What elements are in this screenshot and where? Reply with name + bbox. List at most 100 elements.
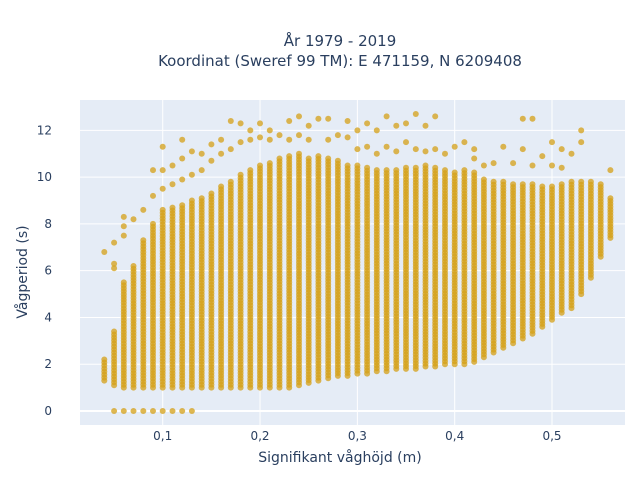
data-point	[266, 160, 273, 167]
y-tick-label: 8	[44, 217, 52, 231]
data-point	[422, 122, 429, 129]
y-tick-label: 2	[44, 357, 52, 371]
data-point	[169, 181, 176, 188]
data-point	[130, 408, 137, 414]
data-point	[373, 167, 380, 174]
data-point	[305, 136, 312, 143]
data-point	[159, 206, 166, 213]
data-point	[334, 132, 341, 139]
data-point	[432, 113, 439, 120]
data-point	[305, 155, 312, 162]
data-point	[159, 408, 166, 414]
x-tick-label: 0,2	[250, 429, 269, 443]
data-point	[344, 162, 351, 169]
data-point	[412, 111, 419, 117]
data-point	[500, 178, 507, 185]
y-axis-title: Vågperiod (s)	[14, 225, 31, 318]
data-point	[150, 220, 156, 227]
x-axis-ticks: 0,1 0,2 0,3 0,4 0,5	[153, 429, 561, 443]
chart-title-line-2: Koordinat (Sweref 99 TM): E 471159, N 62…	[158, 52, 522, 70]
data-point	[227, 118, 234, 124]
data-point	[218, 136, 225, 143]
data-point	[451, 143, 458, 150]
data-point	[179, 155, 186, 162]
data-point	[510, 181, 517, 188]
data-point	[120, 223, 127, 230]
data-point	[519, 146, 526, 153]
data-point	[471, 155, 478, 162]
data-point	[198, 167, 205, 174]
data-point	[208, 141, 215, 148]
data-point	[364, 143, 371, 150]
data-point	[480, 162, 487, 169]
data-point	[354, 162, 361, 169]
data-point	[305, 122, 312, 129]
data-point	[218, 183, 225, 190]
data-point	[549, 162, 555, 169]
data-point	[422, 162, 429, 169]
data-point	[140, 408, 147, 414]
data-point	[140, 206, 147, 213]
data-point	[471, 146, 478, 153]
data-point	[266, 127, 273, 134]
y-axis-ticks: 0 2 4 6 8 10 12	[37, 123, 52, 418]
data-point	[364, 120, 371, 127]
data-point	[266, 136, 273, 143]
data-point	[490, 178, 497, 185]
data-point	[237, 139, 244, 146]
y-tick-label: 6	[44, 264, 52, 278]
data-point	[140, 237, 147, 244]
data-point	[539, 183, 546, 190]
data-point	[237, 171, 244, 178]
data-point	[354, 127, 361, 134]
data-point	[179, 136, 186, 143]
data-point	[480, 176, 487, 183]
data-point	[403, 164, 409, 171]
data-point	[393, 167, 400, 174]
data-point	[500, 143, 507, 150]
data-point	[451, 169, 458, 176]
data-point	[578, 127, 585, 134]
data-point	[568, 150, 575, 157]
data-point	[188, 171, 195, 178]
data-point	[159, 167, 166, 174]
data-point	[247, 167, 254, 174]
x-tick-label: 0,4	[445, 429, 464, 443]
data-point	[111, 239, 118, 246]
data-point	[130, 216, 137, 223]
x-tick-label: 0,5	[542, 429, 561, 443]
data-point	[315, 115, 322, 122]
data-point	[188, 197, 195, 204]
data-point	[208, 190, 215, 197]
y-tick-label: 10	[37, 170, 52, 184]
data-point	[296, 132, 302, 139]
data-point	[383, 113, 390, 120]
data-point	[334, 157, 341, 164]
data-point	[529, 115, 536, 122]
data-point	[442, 167, 448, 174]
data-point	[227, 178, 234, 185]
data-point	[325, 115, 332, 122]
data-point	[519, 181, 526, 188]
data-point	[412, 146, 419, 153]
data-point	[120, 232, 127, 239]
data-point	[529, 162, 536, 169]
data-point	[120, 279, 127, 286]
data-point	[169, 408, 176, 414]
data-point	[393, 122, 400, 129]
data-point	[227, 146, 234, 153]
data-point	[607, 195, 614, 202]
data-point	[549, 139, 555, 146]
data-point	[276, 155, 283, 162]
x-tick-label: 0,1	[153, 429, 172, 443]
data-point	[529, 181, 536, 188]
data-point	[364, 164, 371, 171]
data-point	[325, 155, 332, 162]
chart-title-line-1: År 1979 - 2019	[284, 31, 397, 50]
data-point	[111, 408, 118, 414]
data-point	[257, 120, 263, 127]
data-point	[101, 249, 108, 255]
data-point	[403, 139, 409, 146]
data-point	[403, 120, 409, 127]
